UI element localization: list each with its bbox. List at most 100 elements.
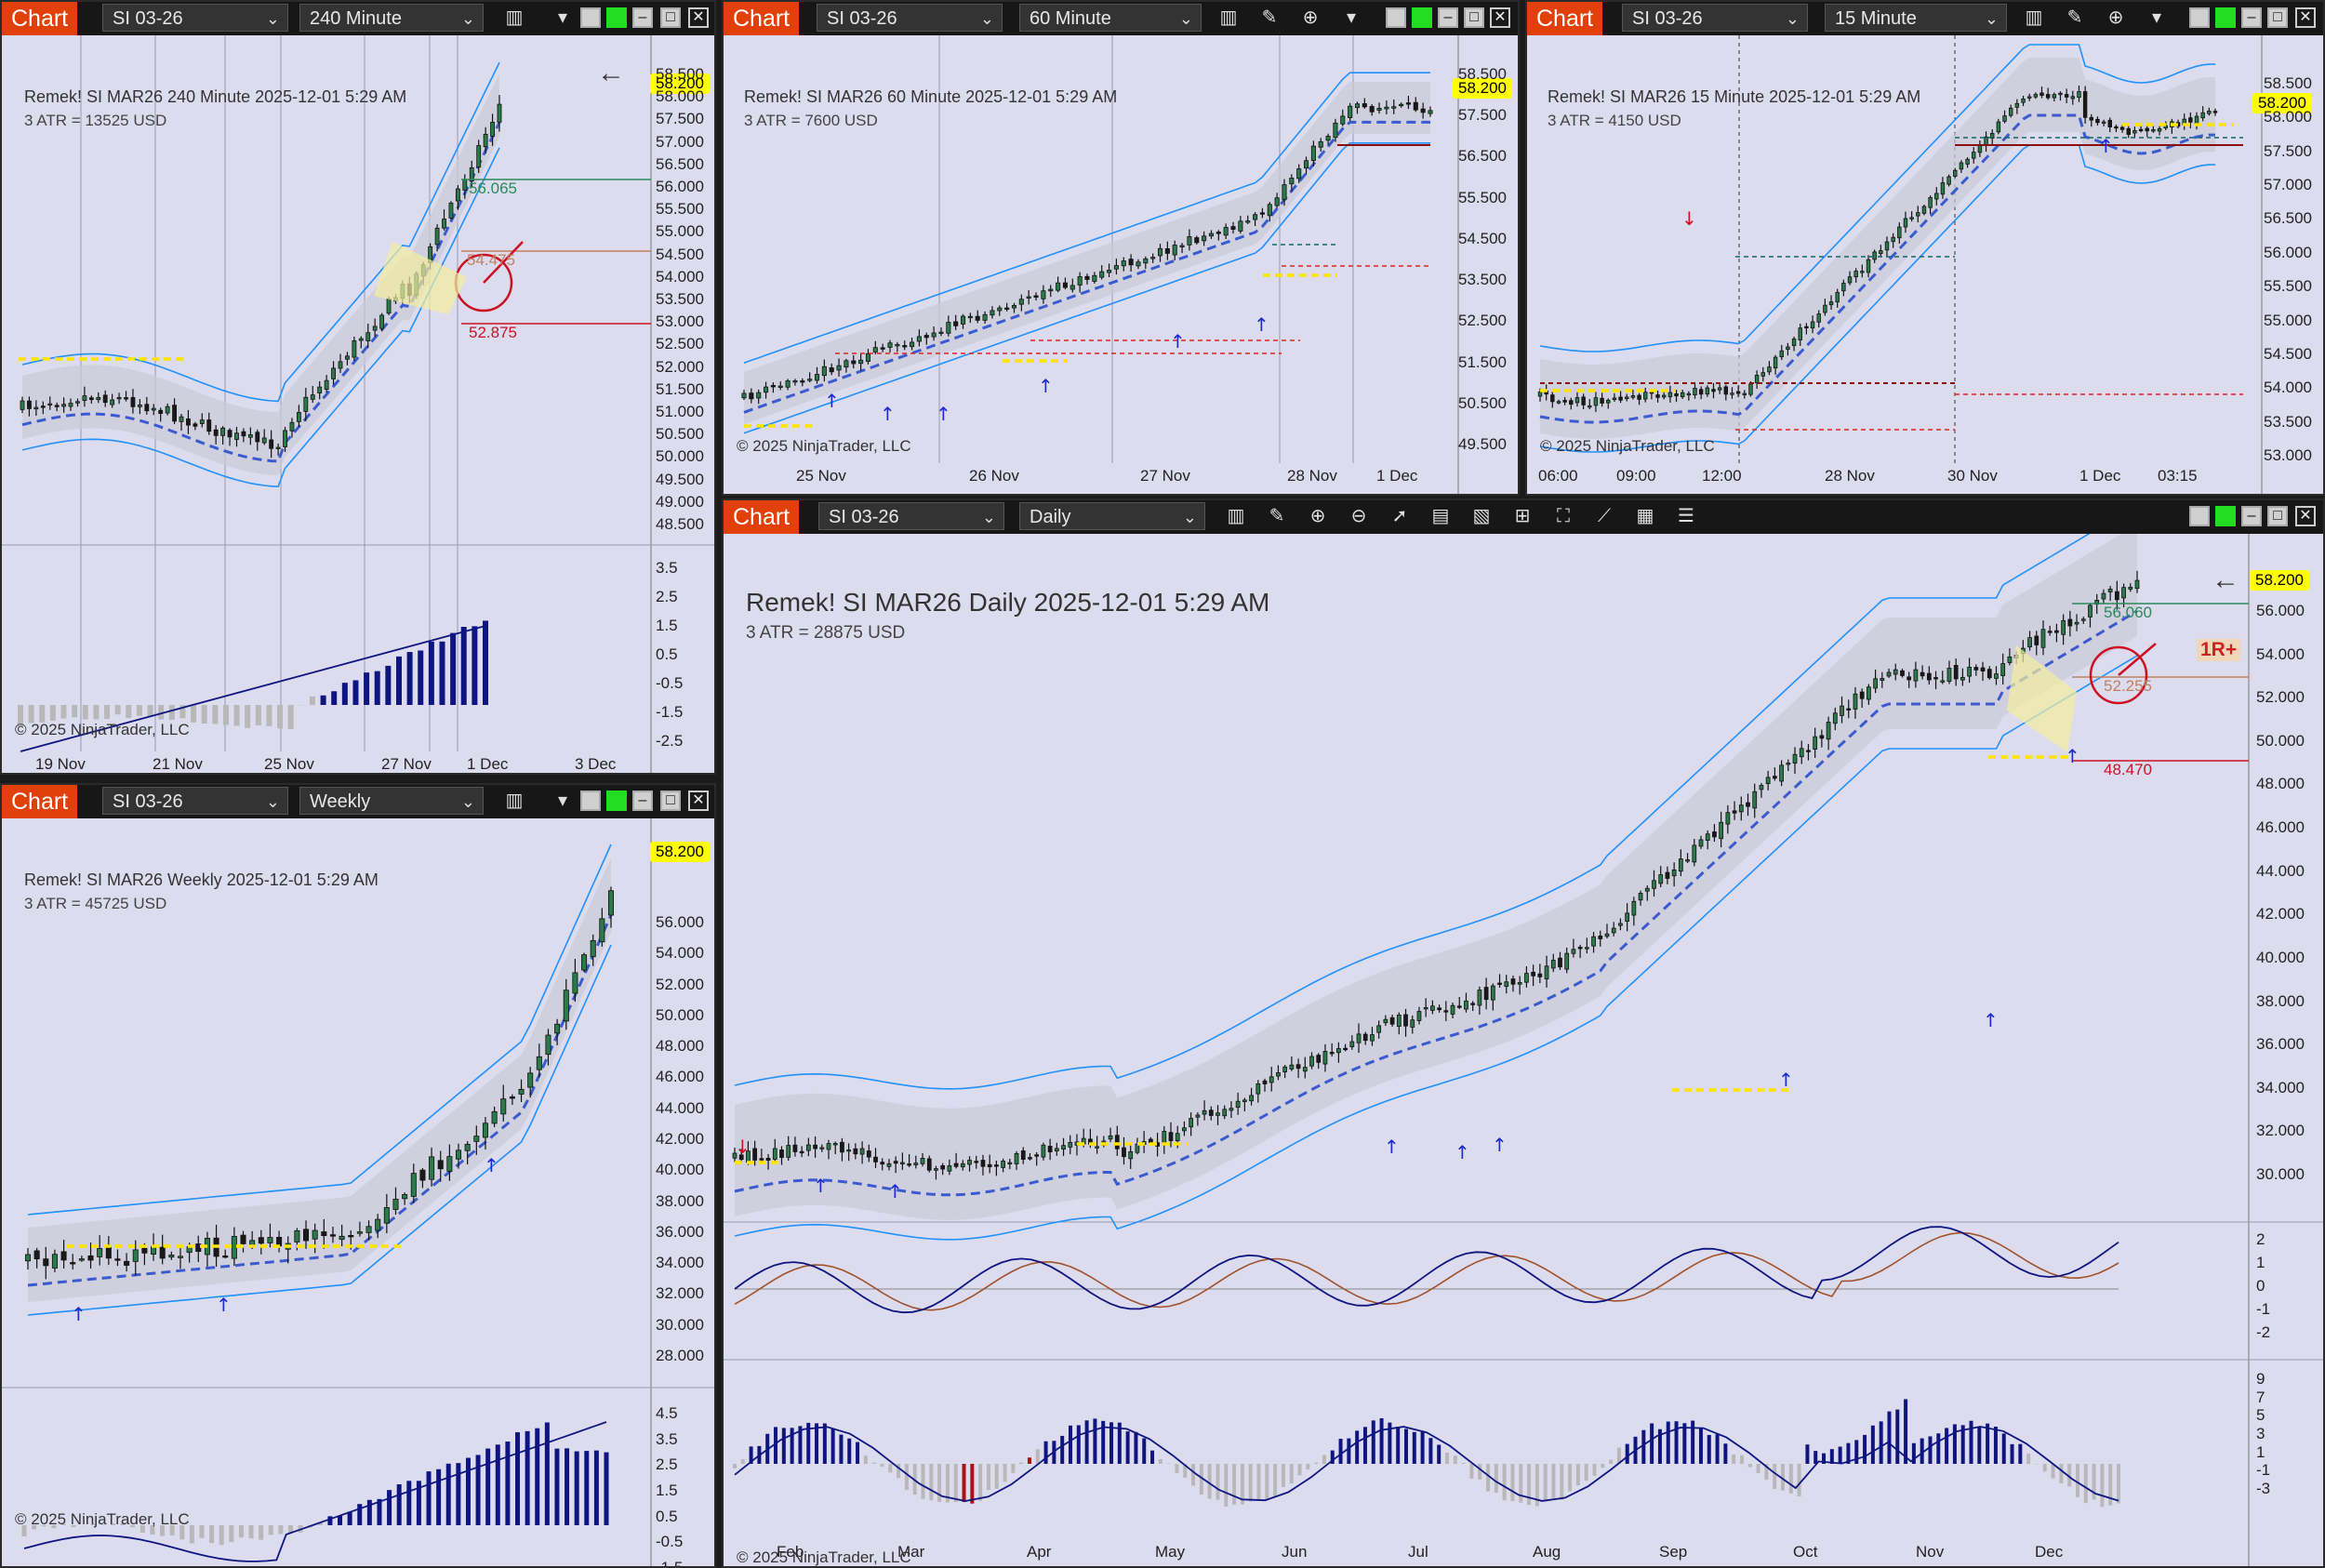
close-button[interactable]: ✕ xyxy=(1490,7,1510,28)
maximize-button[interactable]: □ xyxy=(2267,506,2288,526)
candle-body xyxy=(54,405,60,407)
y-axis-tick-label: 50.000 xyxy=(656,1005,704,1024)
candle-body xyxy=(846,1149,852,1152)
instrument-selector[interactable]: SI 03-26 ⌄ xyxy=(818,502,1004,530)
status-green-button[interactable] xyxy=(2215,506,2236,526)
zoom-in-icon[interactable]: ⊕ xyxy=(1309,506,1326,526)
volatility-band xyxy=(744,82,1430,424)
maximize-button[interactable]: □ xyxy=(2267,7,2288,28)
chart-tab[interactable]: Chart xyxy=(2,2,78,35)
candle-body xyxy=(1813,736,1818,751)
pencil-icon[interactable]: ✎ xyxy=(1261,7,1278,28)
link-button[interactable] xyxy=(580,7,601,28)
zoom-icon[interactable]: ⊕ xyxy=(2107,7,2124,28)
link-button[interactable] xyxy=(580,791,601,811)
chart-tab[interactable]: Chart xyxy=(2,785,78,818)
x-axis-tick-label: 3 Dec xyxy=(575,755,617,773)
templates-icon[interactable]: ▧ xyxy=(1472,506,1491,526)
close-button[interactable]: ✕ xyxy=(688,791,709,811)
properties-icon[interactable]: ⊞ xyxy=(1514,506,1531,526)
arrow-left-icon[interactable]: ← xyxy=(2212,565,2239,595)
data-box-icon[interactable]: ▤ xyxy=(1431,506,1450,526)
chevron-down-icon[interactable]: ▾ xyxy=(2151,7,2162,28)
interval-selector[interactable]: Daily ⌄ xyxy=(1019,502,1205,530)
interval-selector[interactable]: 240 Minute ⌄ xyxy=(299,4,484,32)
candle-body xyxy=(1168,1132,1174,1141)
zoom-out-icon[interactable]: ⊖ xyxy=(1350,506,1367,526)
price-chart-svg: ↑ ↑ ↑ ↑ ↑ ↑ xyxy=(741,35,1459,494)
y-axis-tick-label: 0.5 xyxy=(656,645,678,663)
candle-body xyxy=(365,332,371,341)
histogram-bar xyxy=(1863,1434,1867,1464)
bar-type-icon[interactable]: ▥ xyxy=(1219,7,1238,28)
indicators-icon[interactable]: ⟋ xyxy=(1598,506,1611,526)
maximize-button[interactable]: □ xyxy=(1464,7,1484,28)
status-green-button[interactable] xyxy=(606,7,627,28)
minimize-button[interactable]: – xyxy=(632,791,653,811)
maximize-button[interactable]: □ xyxy=(660,791,681,811)
close-button[interactable]: ✕ xyxy=(688,7,709,28)
chevron-down-icon[interactable]: ▾ xyxy=(1346,7,1357,28)
instrument-selector[interactable]: SI 03-26 ⌄ xyxy=(102,4,288,32)
bar-type-icon[interactable]: ▥ xyxy=(505,791,524,811)
candle-body xyxy=(283,430,287,447)
interval-selector[interactable]: 15 Minute ⌄ xyxy=(1825,4,2007,32)
pencil-icon[interactable]: ✎ xyxy=(1269,506,1285,526)
strategies-icon[interactable]: ▦ xyxy=(1636,506,1654,526)
x-axis-tick-label: Nov xyxy=(1916,1543,1945,1561)
atr-label: 3 ATR = 13525 USD xyxy=(24,112,167,129)
chevron-down-icon[interactable]: ▾ xyxy=(557,791,568,811)
minimize-button[interactable]: – xyxy=(1438,7,1458,28)
zoom-icon[interactable]: ⊕ xyxy=(1302,7,1319,28)
chart-plot-area[interactable]: ↑ ↑ ↑ ↑ ↑ ↑ ↑ ↑ ↓ Remek! SI MAR26 Daily 2025-12-… xyxy=(724,534,2323,1566)
candle-body xyxy=(1786,346,1790,351)
candle-body xyxy=(807,379,813,381)
link-button[interactable] xyxy=(1386,7,1406,28)
candle-body xyxy=(1900,670,1905,676)
histogram-bar xyxy=(485,1448,491,1525)
instrument-selector[interactable]: SI 03-26 ⌄ xyxy=(1622,4,1808,32)
status-green-button[interactable] xyxy=(606,791,627,811)
chart-tab[interactable]: Chart xyxy=(724,500,800,534)
instrument-selector[interactable]: SI 03-26 ⌄ xyxy=(102,787,288,815)
chart-plot-area[interactable]: Remek! SI MAR26 240 Minute 2025-12-01 5:… xyxy=(2,35,714,773)
close-button[interactable]: ✕ xyxy=(2295,7,2316,28)
candle-body xyxy=(261,437,267,444)
candle-body xyxy=(1004,307,1010,310)
maximize-button[interactable]: □ xyxy=(660,7,681,28)
candle-body xyxy=(1719,821,1724,840)
candle-body xyxy=(1107,270,1112,273)
histogram-bar xyxy=(1338,1439,1343,1464)
candle-body xyxy=(1960,676,1965,681)
pencil-icon[interactable]: ✎ xyxy=(2066,7,2083,28)
chevron-down-icon[interactable]: ▾ xyxy=(557,7,568,28)
chart-plot-area[interactable]: ↓ ↑ Remek! SI MAR26 15 Minute 2025-12-01 … xyxy=(1527,35,2323,494)
minimize-button[interactable]: – xyxy=(2241,7,2262,28)
histogram-bar xyxy=(1117,1422,1122,1464)
pointer-icon[interactable]: ➚ xyxy=(1391,506,1408,526)
chart-tab[interactable]: Chart xyxy=(1527,2,1603,35)
status-green-button[interactable] xyxy=(1412,7,1432,28)
instrument-selector[interactable]: SI 03-26 ⌄ xyxy=(817,4,1003,32)
interval-selector[interactable]: 60 Minute ⌄ xyxy=(1019,4,1202,32)
candle-body xyxy=(1772,776,1777,779)
list-icon[interactable]: ☰ xyxy=(1678,506,1694,526)
minimize-button[interactable]: – xyxy=(632,7,653,28)
chart-plot-area[interactable]: ↑ ↑ ↑ Remek! SI MAR26 Weekly 2025-12-01 5:… xyxy=(2,818,714,1566)
y-axis-tick-label: 0 xyxy=(2256,1277,2265,1295)
chart-plot-area[interactable]: ↑ ↑ ↑ ↑ ↑ ↑ Remek! SI MAR26 60 Minute 2025-12… xyxy=(724,35,1518,494)
link-button[interactable] xyxy=(2189,506,2210,526)
status-green-button[interactable] xyxy=(2215,7,2236,28)
histogram-bar xyxy=(554,1448,560,1525)
bar-type-icon[interactable]: ▥ xyxy=(1227,506,1245,526)
arrow-left-icon[interactable]: ← xyxy=(597,58,625,88)
bar-type-icon[interactable]: ▥ xyxy=(505,7,524,28)
minimize-button[interactable]: – xyxy=(2241,506,2262,526)
candle-body xyxy=(227,430,232,438)
interval-selector[interactable]: Weekly ⌄ xyxy=(299,787,484,815)
chart-tab[interactable]: Chart xyxy=(724,2,800,35)
screenshot-icon[interactable]: ⛶ xyxy=(1557,506,1570,526)
close-button[interactable]: ✕ xyxy=(2295,506,2316,526)
bar-type-icon[interactable]: ▥ xyxy=(2025,7,2043,28)
link-button[interactable] xyxy=(2189,7,2210,28)
